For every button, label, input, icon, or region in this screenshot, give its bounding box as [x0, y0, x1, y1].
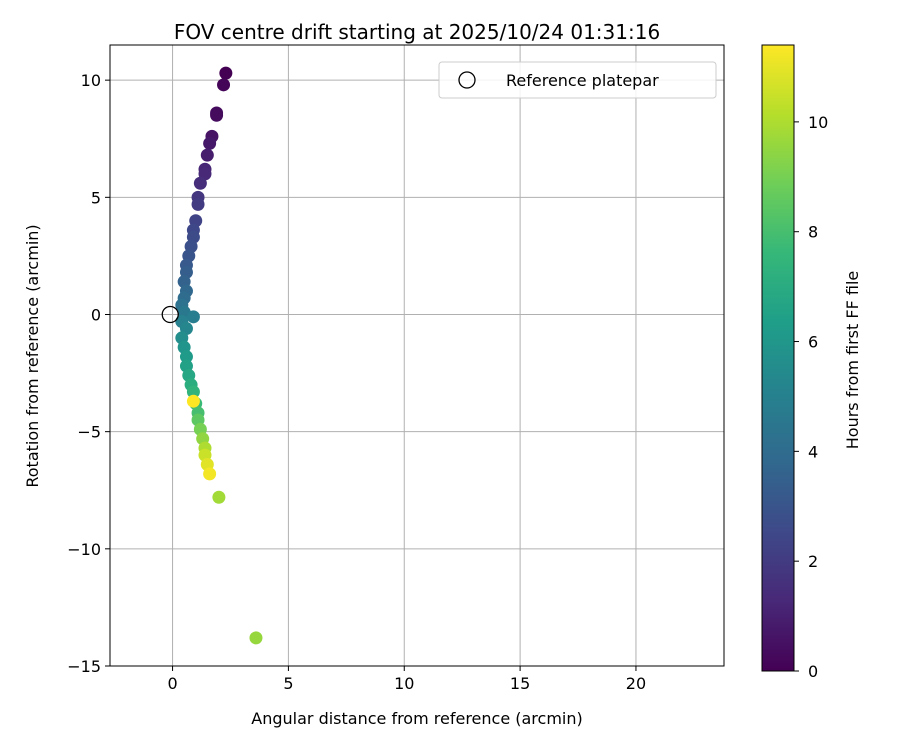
x-axis-label: Angular distance from reference (arcmin)	[251, 709, 582, 728]
data-point	[200, 148, 214, 162]
x-tick-label: 10	[394, 674, 414, 693]
reference-platepar-marker	[161, 305, 179, 324]
colorbar-tick-label: 4	[808, 442, 818, 461]
data-point	[179, 350, 193, 364]
y-tick-label: 0	[91, 305, 101, 324]
plot-frame	[109, 44, 725, 667]
colorbar-tick-label: 2	[808, 552, 818, 571]
legend-marker	[458, 71, 476, 89]
y-tick-label: 5	[91, 188, 101, 207]
data-point	[203, 136, 217, 150]
data-point	[212, 490, 226, 504]
chart-title: FOV centre drift starting at 2025/10/24 …	[174, 20, 660, 44]
legend-box	[438, 61, 717, 99]
y-axis-label: Rotation from reference (arcmin)	[23, 224, 42, 487]
data-point	[249, 631, 263, 645]
data-point	[219, 66, 233, 80]
data-point	[210, 108, 224, 122]
data-points	[175, 66, 263, 645]
x-tick-label: 15	[510, 674, 530, 693]
y-axis-ticks: −15 −10 −5 0 5 10	[67, 71, 110, 676]
x-tick-label: 20	[626, 674, 646, 693]
y-tick-label: −5	[77, 423, 101, 442]
legend-label: Reference platepar	[506, 71, 659, 90]
data-point	[186, 310, 200, 324]
data-point	[191, 197, 205, 211]
data-point	[186, 394, 200, 408]
colorbar-tick-label: 8	[808, 223, 818, 242]
colorbar-gradient	[761, 44, 795, 672]
colorbar-tick-label: 10	[808, 113, 828, 132]
colorbar-ticks: 0 2 4 6 8 10	[794, 113, 828, 681]
x-tick-label: 5	[283, 674, 293, 693]
y-tick-label: −15	[67, 657, 101, 676]
x-axis-ticks: 0 5 10 15 20	[167, 666, 646, 693]
data-point	[193, 176, 207, 190]
data-point	[186, 385, 200, 399]
colorbar: 0 2 4 6 8 10 Hours from first FF file	[761, 44, 862, 681]
y-tick-label: −10	[67, 540, 101, 559]
colorbar-label: Hours from first FF file	[843, 271, 862, 450]
legend: Reference platepar	[438, 61, 717, 99]
colorbar-tick-label: 0	[808, 662, 818, 681]
data-point	[203, 467, 217, 481]
data-point	[217, 78, 231, 92]
y-tick-label: 10	[81, 71, 101, 90]
reference-platepar-group	[161, 305, 179, 324]
x-tick-label: 0	[167, 674, 177, 693]
colorbar-tick-label: 6	[808, 333, 818, 352]
grid-lines	[110, 45, 724, 667]
